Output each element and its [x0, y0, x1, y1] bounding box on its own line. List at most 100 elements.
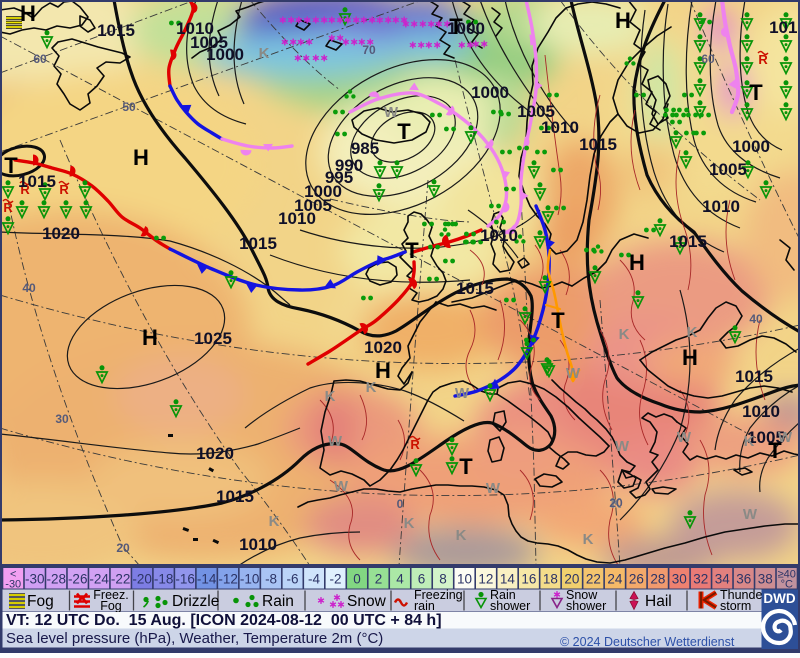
svg-text:1005: 1005 — [747, 428, 785, 447]
svg-text:Thunder: Thunder — [720, 588, 767, 602]
svg-text:Rain: Rain — [490, 588, 516, 602]
svg-text:2: 2 — [375, 572, 383, 587]
svg-text:1015: 1015 — [216, 487, 254, 506]
svg-text:DWD: DWD — [763, 591, 795, 606]
svg-text:0: 0 — [397, 497, 404, 511]
svg-text:K: K — [269, 513, 280, 530]
svg-text:36: 36 — [736, 572, 751, 587]
svg-text:1020: 1020 — [42, 224, 80, 243]
svg-text:K: K — [744, 433, 755, 450]
svg-text:24: 24 — [607, 572, 623, 587]
svg-text:1005: 1005 — [517, 102, 555, 121]
svg-text:-30: -30 — [25, 572, 45, 587]
svg-text:H: H — [142, 325, 158, 350]
svg-text:Fog: Fog — [100, 599, 122, 613]
svg-text:20: 20 — [609, 496, 623, 510]
svg-text:30: 30 — [672, 572, 687, 587]
svg-text:1015: 1015 — [18, 172, 56, 191]
svg-text:K: K — [687, 324, 698, 341]
svg-text:50: 50 — [122, 100, 136, 114]
svg-text:1020: 1020 — [364, 338, 402, 357]
svg-text:W: W — [334, 478, 349, 495]
svg-text:1010: 1010 — [702, 197, 740, 216]
svg-text:1025: 1025 — [194, 329, 232, 348]
svg-text:70: 70 — [362, 43, 376, 57]
svg-text:-6: -6 — [287, 572, 299, 587]
svg-text:T: T — [459, 454, 473, 479]
svg-text:T: T — [405, 238, 419, 263]
svg-text:W: W — [455, 385, 470, 402]
svg-text:30: 30 — [55, 412, 69, 426]
svg-text:-12: -12 — [218, 572, 238, 587]
svg-text:1020: 1020 — [196, 444, 234, 463]
svg-text:K: K — [619, 326, 630, 343]
svg-text:<: < — [10, 569, 16, 581]
svg-text:-4: -4 — [308, 572, 320, 587]
svg-text:-14: -14 — [197, 572, 217, 587]
svg-text:-10: -10 — [240, 572, 260, 587]
svg-text:Drizzle: Drizzle — [172, 593, 219, 610]
svg-text:28: 28 — [650, 572, 665, 587]
svg-text:Snow: Snow — [347, 593, 387, 610]
svg-text:K: K — [366, 379, 377, 396]
svg-text:4: 4 — [396, 572, 404, 587]
svg-text:1015: 1015 — [239, 234, 277, 253]
svg-text:W: W — [566, 365, 581, 382]
svg-text:-16: -16 — [175, 572, 195, 587]
svg-text:T: T — [449, 14, 463, 39]
svg-text:1005: 1005 — [709, 160, 747, 179]
svg-text:-20: -20 — [132, 572, 152, 587]
svg-text:1015: 1015 — [456, 279, 494, 298]
svg-text:K: K — [456, 527, 467, 544]
svg-text:34: 34 — [715, 572, 731, 587]
svg-text:6: 6 — [418, 572, 426, 587]
svg-text:Freezing: Freezing — [414, 588, 463, 602]
svg-text:1015: 1015 — [97, 21, 135, 40]
svg-text:1005: 1005 — [190, 33, 228, 52]
svg-text:storm: storm — [720, 599, 751, 613]
svg-text:shower: shower — [566, 599, 606, 613]
svg-text:H: H — [375, 358, 391, 383]
svg-text:1005: 1005 — [294, 196, 332, 215]
svg-text:8: 8 — [439, 572, 447, 587]
svg-text:1015: 1015 — [669, 232, 707, 251]
svg-text:1000: 1000 — [471, 83, 509, 102]
svg-text:Snow: Snow — [566, 588, 598, 602]
svg-text:10: 10 — [457, 572, 472, 587]
svg-text:14: 14 — [500, 572, 516, 587]
svg-text:W: W — [615, 438, 630, 455]
svg-text:1000: 1000 — [447, 19, 485, 38]
svg-text:-30: -30 — [5, 579, 21, 591]
svg-text:16: 16 — [521, 572, 536, 587]
svg-text:W: W — [743, 506, 758, 523]
svg-text:-2: -2 — [330, 572, 342, 587]
svg-text:1010: 1010 — [278, 209, 316, 228]
svg-text:VT: 12 UTC Do. 15 Aug. [ICON: VT: 12 UTC Do. 15 Aug. [ICON 2024-08-12 … — [6, 612, 442, 629]
svg-text:© 2024 Deutscher Wetterdienst: © 2024 Deutscher Wetterdienst — [560, 635, 735, 649]
svg-text:Sea level pressure (hPa), Weat: Sea level pressure (hPa), Weather, Tempe… — [6, 630, 383, 647]
svg-text:-18: -18 — [154, 572, 174, 587]
svg-text:-28: -28 — [46, 572, 66, 587]
svg-text:rain: rain — [414, 599, 435, 613]
svg-text:1000: 1000 — [206, 45, 244, 64]
svg-text:40: 40 — [22, 281, 36, 295]
svg-text:12: 12 — [478, 572, 493, 587]
svg-text:22: 22 — [586, 572, 601, 587]
svg-text:1000: 1000 — [304, 182, 342, 201]
svg-text:985: 985 — [351, 139, 379, 158]
svg-text:1000: 1000 — [732, 137, 770, 156]
svg-text:0: 0 — [353, 572, 361, 587]
svg-text:≥40: ≥40 — [778, 569, 796, 581]
svg-text:Fog: Fog — [27, 593, 54, 610]
svg-text:K: K — [325, 388, 336, 405]
svg-text:shower: shower — [490, 599, 530, 613]
svg-text:°C: °C — [781, 579, 793, 591]
svg-text:-22: -22 — [111, 572, 131, 587]
svg-text:32: 32 — [693, 572, 708, 587]
svg-text:1010: 1010 — [176, 19, 214, 38]
svg-text:H: H — [629, 250, 645, 275]
svg-text:995: 995 — [325, 168, 353, 187]
svg-text:T: T — [551, 308, 565, 333]
svg-text:26: 26 — [629, 572, 644, 587]
svg-text:T: T — [768, 438, 782, 463]
